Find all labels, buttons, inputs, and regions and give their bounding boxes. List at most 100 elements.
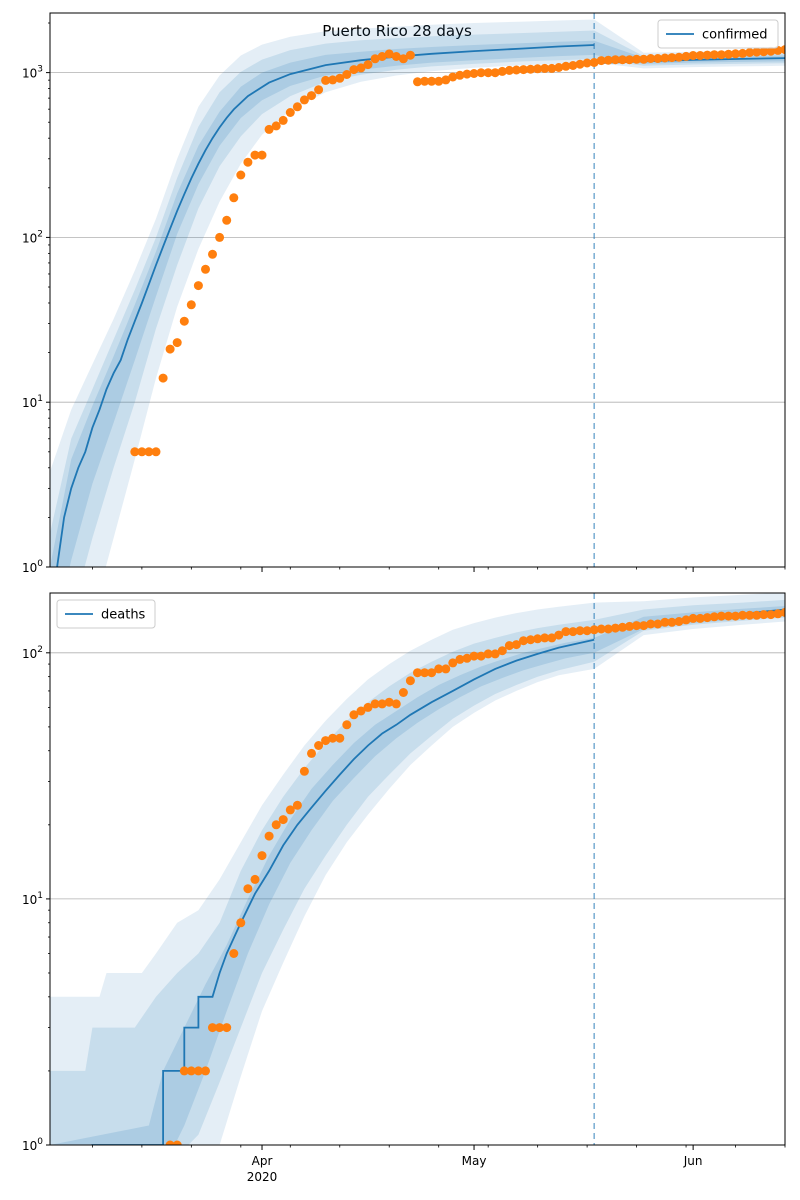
observed-point <box>674 617 684 626</box>
observed-point <box>215 232 225 242</box>
observed-point <box>222 215 232 225</box>
observed-point <box>603 624 613 634</box>
observed-point <box>363 702 373 712</box>
observed-point <box>511 65 521 75</box>
band-inner <box>50 606 785 1145</box>
observed-point <box>766 610 776 620</box>
observed-point <box>434 664 444 674</box>
observed-point <box>377 52 387 61</box>
observed-point <box>292 800 302 810</box>
observed-point <box>427 668 437 678</box>
observed-point <box>236 918 246 928</box>
observed-point <box>610 55 620 65</box>
observed-point <box>667 53 677 63</box>
model-line <box>91 638 595 1145</box>
x-tick-label: Jun <box>683 1154 703 1168</box>
observed-point <box>497 66 507 76</box>
observed-point <box>356 706 366 716</box>
x-tick-label: May <box>462 1154 487 1168</box>
observed-point <box>618 55 627 65</box>
observed-point <box>610 623 620 633</box>
observed-point <box>462 653 472 663</box>
observed-point <box>695 51 705 60</box>
observed-point <box>222 1023 232 1033</box>
observed-point <box>603 55 613 65</box>
observed-point <box>738 48 748 58</box>
observed-point <box>398 54 408 64</box>
observed-point <box>179 1066 189 1076</box>
observed-point <box>314 741 324 750</box>
observed-point <box>547 633 557 643</box>
observed-point <box>462 69 472 79</box>
observed-point <box>158 373 168 383</box>
observed-point <box>709 612 719 622</box>
observed-point <box>540 633 550 643</box>
observed-point <box>639 54 649 64</box>
observed-point <box>335 73 345 83</box>
observed-point <box>321 736 331 746</box>
observed-point <box>229 193 239 203</box>
observed-point <box>639 621 649 631</box>
model-line <box>56 44 595 567</box>
observed-point <box>271 820 281 830</box>
observed-point <box>780 45 785 55</box>
observed-point <box>236 170 246 180</box>
observed-point <box>307 91 316 101</box>
observed-point <box>745 48 755 57</box>
observed-point <box>398 688 408 697</box>
observed-point <box>476 651 486 661</box>
observed-point <box>285 805 295 815</box>
x-year-label: 2020 <box>247 1170 278 1184</box>
observed-point <box>342 70 352 79</box>
observed-point <box>702 613 712 623</box>
observed-point <box>667 617 677 627</box>
observed-point <box>363 60 373 70</box>
observed-point <box>596 624 606 634</box>
observed-point <box>243 884 253 894</box>
observed-point <box>646 54 656 63</box>
observed-point <box>292 102 302 112</box>
observed-point <box>632 621 642 631</box>
observed-point <box>681 51 691 61</box>
observed-point <box>257 150 267 160</box>
observed-point <box>709 50 719 60</box>
observed-point <box>193 281 203 291</box>
observed-point <box>441 75 451 85</box>
observed-point <box>773 609 783 619</box>
observed-point <box>497 646 507 656</box>
observed-point <box>321 75 331 85</box>
observed-point <box>582 626 592 636</box>
observed-point <box>653 54 663 63</box>
observed-point <box>208 1023 217 1033</box>
observed-point <box>625 55 634 65</box>
observed-point <box>193 1066 203 1076</box>
legend: confirmed <box>657 19 779 49</box>
observed-point <box>243 157 253 167</box>
observed-point <box>526 64 536 74</box>
observed-point <box>165 1140 175 1145</box>
observed-point <box>229 949 239 958</box>
observed-point <box>420 668 430 678</box>
legend-label: confirmed <box>702 28 768 43</box>
legend-box <box>657 19 779 49</box>
observed-point <box>144 447 154 457</box>
observed-point <box>356 63 366 73</box>
observed-point <box>745 610 755 620</box>
observed-point <box>257 851 267 861</box>
observed-point <box>405 676 415 686</box>
observed-point <box>589 58 599 67</box>
observed-point <box>420 76 430 86</box>
observed-point <box>469 69 479 78</box>
observed-point <box>448 72 458 82</box>
observed-point <box>716 50 726 60</box>
observed-point <box>526 635 536 645</box>
observed-point <box>215 1023 225 1033</box>
observed-point <box>554 630 564 640</box>
observed-point <box>307 748 316 758</box>
observed-point <box>483 68 493 78</box>
observed-point <box>165 344 175 354</box>
observed-point <box>250 150 260 160</box>
observed-point <box>724 611 733 621</box>
